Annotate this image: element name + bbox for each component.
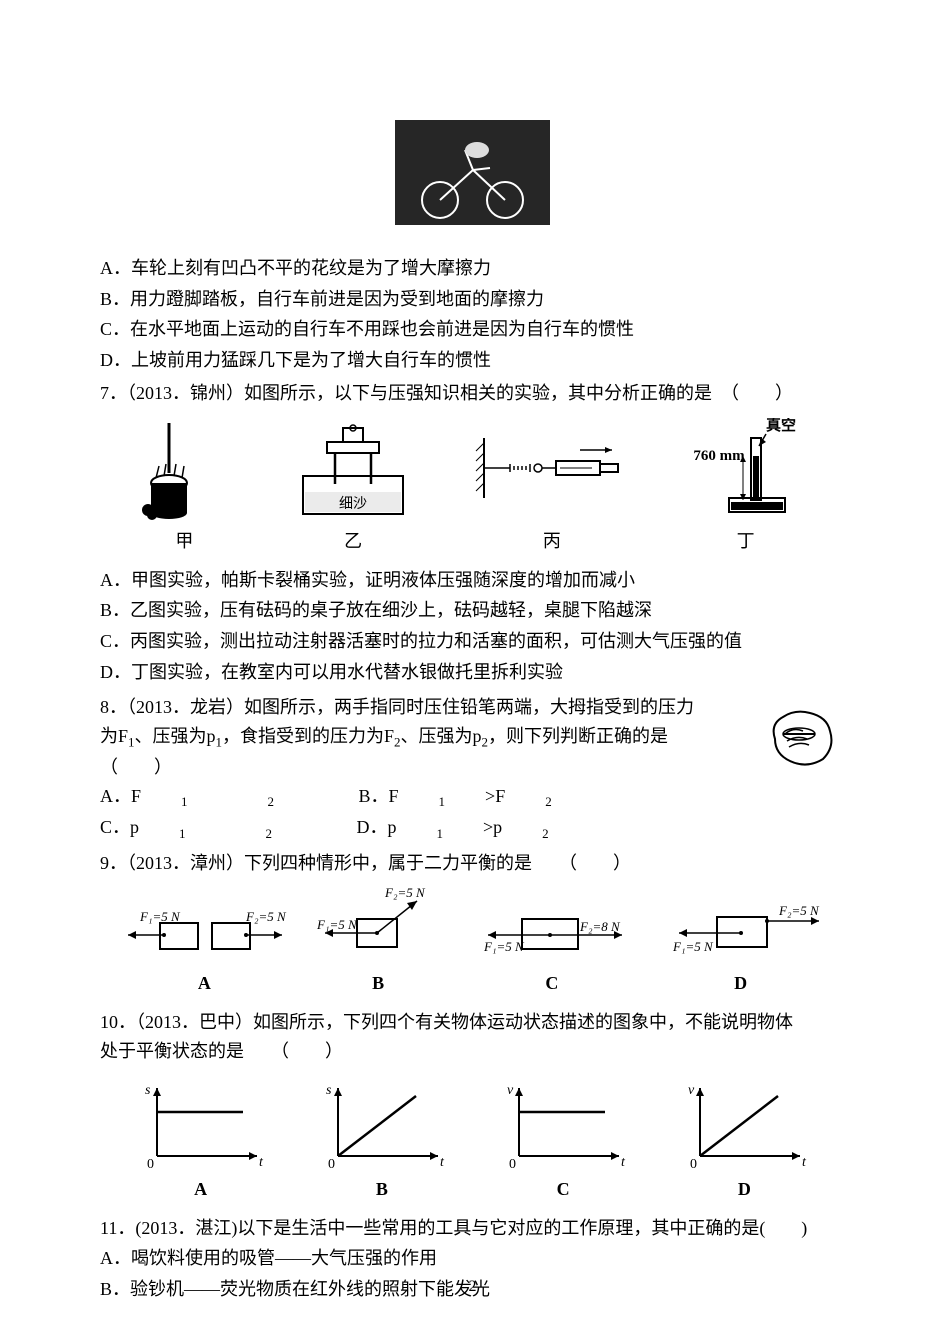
cyclist-image xyxy=(100,120,845,234)
q7-label-bing: 丙 xyxy=(543,527,561,556)
ding-height-label: 760 mm xyxy=(693,448,745,464)
q8-stem-line1: 8．（2013．龙岩）如图所示，两手指同时压住铅笔两端，大拇指受到的压力 xyxy=(100,693,745,722)
svg-text:F₁=5 N: F₁=5 N xyxy=(483,939,525,954)
q10-fig-b: s t 0 B xyxy=(312,1076,452,1204)
q9-fig-c: F₁=5 N F₂=8 N C xyxy=(462,895,642,998)
q10-label-b: B xyxy=(376,1175,388,1204)
q6-option-b: B．用力蹬脚踏板，自行车前进是因为受到地面的摩擦力 xyxy=(100,285,845,314)
q8-container: 8．（2013．龙岩）如图所示，两手指同时压住铅笔两端，大拇指受到的压力 为F1… xyxy=(100,689,845,845)
q7-stem: 7．（2013．锦州）如图所示，以下与压强知识相关的实验，其中分析正确的是 （ … xyxy=(100,379,845,408)
q9-label-a: A xyxy=(198,969,211,998)
svg-text:s: s xyxy=(326,1083,332,1098)
page-number: 2 xyxy=(469,1274,477,1300)
q6-option-d: D．上坡前用力猛踩几下是为了增大自行车的惯性 xyxy=(100,346,845,375)
svg-text:F₁=5 N: F₁=5 N xyxy=(672,939,714,954)
svg-text:v: v xyxy=(507,1083,514,1098)
svg-text:F₂=5 N: F₂=5 N xyxy=(384,887,426,900)
q7-fig-yi: 细沙 乙 xyxy=(283,418,423,556)
svg-text:s: s xyxy=(145,1083,151,1098)
q9-fig-b: F₁=5 N F₂=5 N B xyxy=(303,887,453,998)
svg-text:F₂=5 N: F₂=5 N xyxy=(778,903,820,918)
svg-text:0: 0 xyxy=(690,1157,697,1171)
q9-stem: 9．（2013．漳州）下列四种情形中，属于二力平衡的是 （ ） xyxy=(100,849,845,878)
q9-label-c: C xyxy=(545,969,558,998)
q11-stem: 11．(2013．湛江)以下是生活中一些常用的工具与它对应的工作原理，其中正确的… xyxy=(100,1214,845,1243)
q10-label-d: D xyxy=(738,1175,751,1204)
q10-label-a: A xyxy=(194,1175,207,1204)
q10-stem-line1: 10．（2013．巴中）如图所示，下列四个有关物体运动状态描述的图象中，不能说明… xyxy=(100,1008,845,1037)
q6-option-a: A．车轮上刻有凹凸不平的花纹是为了增大摩擦力 xyxy=(100,254,845,283)
q7-figures: 甲 细沙 乙 xyxy=(100,418,845,556)
q8-options-row2: C．p1 2 D．p1>p2 xyxy=(100,813,745,844)
q7-fig-bing: 丙 xyxy=(472,418,632,556)
q7-fig-jia: 甲 xyxy=(134,418,234,556)
q8-options-row1: A．F1 2 B．F1>F2 xyxy=(100,782,745,813)
yi-sand-label: 细沙 xyxy=(339,496,367,512)
q11-option-a: A．喝饮料使用的吸管——大气压强的作用 xyxy=(100,1244,845,1273)
svg-text:F₁=5 N: F₁=5 N xyxy=(316,917,358,932)
svg-text:v: v xyxy=(688,1083,695,1098)
q10-fig-a: s t 0 A xyxy=(131,1076,271,1204)
svg-text:0: 0 xyxy=(328,1157,335,1171)
q9-figures: F₁=5 N F₂=5 N A F₁=5 N F₂=5 N B xyxy=(100,887,845,998)
q10-stem-line2: 处于平衡状态的是 （ ） xyxy=(100,1037,845,1066)
svg-text:0: 0 xyxy=(509,1157,516,1171)
svg-text:F₂=8 N: F₂=8 N xyxy=(579,919,621,934)
q10-fig-c: v t 0 C xyxy=(493,1076,633,1204)
q8-stem-line2: 为F1、压强为p1，食指受到的压力为F2、压强为p2，则下列判断正确的是 xyxy=(100,722,745,753)
svg-text:t: t xyxy=(440,1155,445,1170)
svg-text:F₂=5 N: F₂=5 N xyxy=(245,909,287,924)
q7-option-b: B．乙图实验，压有砝码的桌子放在细沙上，砝码越轻，桌腿下陷越深 xyxy=(100,596,845,625)
q7-option-a: A．甲图实验，帕斯卡裂桶实验，证明液体压强随深度的增加而减小 xyxy=(100,566,845,595)
q7-label-ding: 丁 xyxy=(737,527,755,556)
svg-text:t: t xyxy=(621,1155,626,1170)
svg-text:t: t xyxy=(259,1155,264,1170)
q10-fig-d: v t 0 D xyxy=(674,1076,814,1204)
q7-option-d: D．丁图实验，在教室内可以用水代替水银做托里拆利实验 xyxy=(100,658,845,687)
q10-label-c: C xyxy=(557,1175,570,1204)
q8-paren: （ ） xyxy=(100,753,745,782)
q6-option-c: C．在水平地面上运动的自行车不用踩也会前进是因为自行车的惯性 xyxy=(100,315,845,344)
q10-figures: s t 0 A s t 0 B v t 0 xyxy=(100,1076,845,1204)
q7-option-c: C．丙图实验，测出拉动注射器活塞时的拉力和活塞的面积，可估测大气压强的值 xyxy=(100,627,845,656)
svg-text:t: t xyxy=(802,1155,807,1170)
hand-image xyxy=(755,689,845,788)
q7-label-yi: 乙 xyxy=(344,527,362,556)
q9-fig-a: F₁=5 N F₂=5 N A xyxy=(114,895,294,998)
q7-label-jia: 甲 xyxy=(175,527,193,556)
svg-text:F₁=5 N: F₁=5 N xyxy=(139,909,181,924)
q9-fig-d: F₁=5 N F₂=5 N D xyxy=(651,895,831,998)
ding-vacuum-label: 真空 xyxy=(766,418,796,434)
q7-fig-ding: 真空 760 mm 丁 xyxy=(681,418,811,556)
q9-label-d: D xyxy=(734,969,747,998)
q9-label-b: B xyxy=(372,969,384,998)
svg-text:0: 0 xyxy=(147,1157,154,1171)
